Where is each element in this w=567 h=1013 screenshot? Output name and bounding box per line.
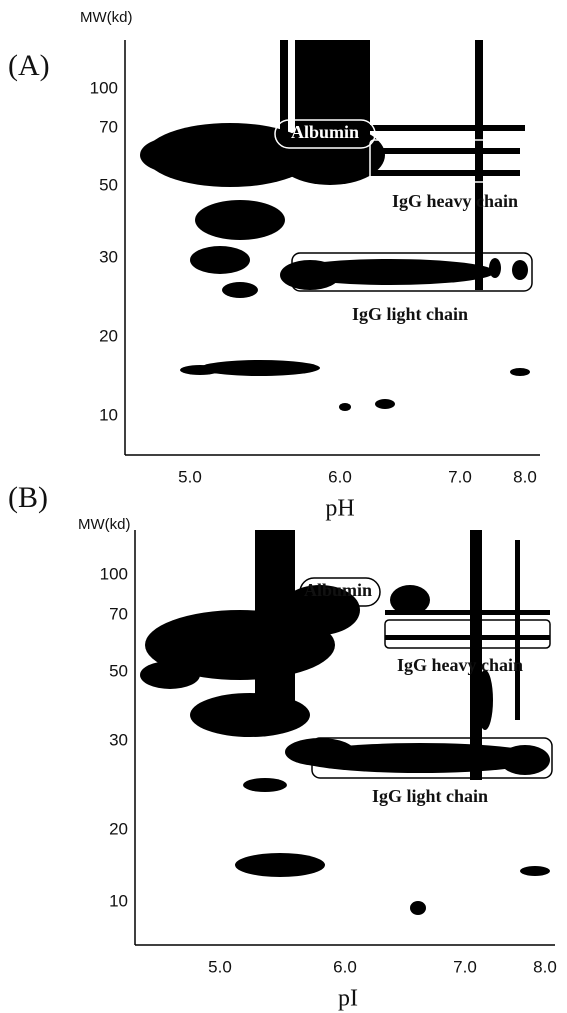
panel-label: (B) [8,481,48,514]
y-axis-label: MW(kd) [78,516,131,533]
annotation: IgG heavy chain [397,655,523,675]
x-axis-label: pI [338,986,358,1012]
x-axis-label: pH [325,496,354,522]
y-tick-label: 30 [99,247,118,266]
x-tick-label: 5.0 [208,957,232,976]
x-tick-label: 8.0 [533,957,557,976]
y-tick-label: 100 [90,78,118,97]
gel-image-a [124,40,540,456]
y-tick-label: 30 [109,730,128,749]
y-tick-label: 10 [99,405,118,424]
y-tick-label: 50 [109,661,128,680]
y-tick-label: 100 [100,564,128,583]
gel-image-b [134,530,555,946]
annotation: IgG heavy chain [392,191,518,211]
x-tick-label: 5.0 [178,467,202,486]
annotation: Albumin [304,580,372,600]
y-tick-label: 20 [99,326,118,345]
y-axis-label: MW(kd) [80,9,133,26]
y-tick-label: 10 [109,891,128,910]
annotation: IgG light chain [352,304,468,324]
annotation: Albumin [291,122,359,142]
x-tick-label: 8.0 [513,467,537,486]
y-tick-label: 70 [109,604,128,623]
x-tick-label: 7.0 [453,957,477,976]
x-tick-label: 7.0 [448,467,472,486]
y-tick-label: 50 [99,175,118,194]
x-tick-label: 6.0 [333,957,357,976]
y-tick-label: 70 [99,117,118,136]
panel-label: (A) [8,49,50,82]
x-tick-label: 6.0 [328,467,352,486]
y-tick-label: 20 [109,819,128,838]
annotation: IgG light chain [372,786,488,806]
